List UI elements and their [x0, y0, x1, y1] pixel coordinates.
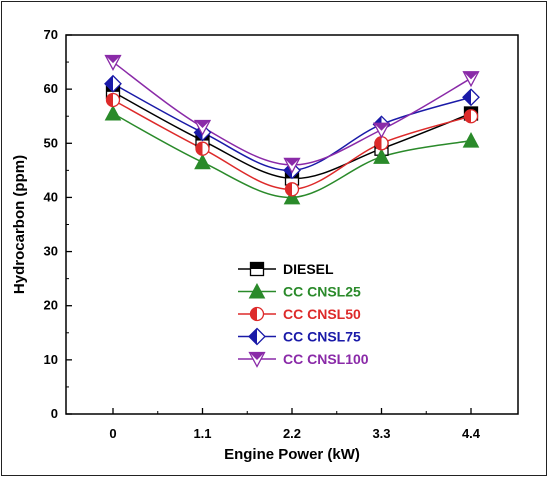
- data-point: [104, 104, 122, 121]
- legend-label: CC CNSL100: [283, 351, 369, 367]
- legend-marker: [249, 306, 265, 322]
- data-point: [193, 119, 212, 136]
- series-markers: [104, 54, 480, 205]
- x-tick-label: 2.2: [283, 426, 301, 441]
- data-point: [373, 148, 390, 164]
- data-point: [462, 71, 480, 88]
- y-tick-label: 50: [44, 135, 58, 150]
- data-point: [104, 54, 122, 71]
- data-point: [374, 136, 389, 151]
- legend-label: CC CNSL25: [283, 284, 361, 300]
- x-tick-label: 1.1: [193, 426, 211, 441]
- x-tick-label: 3.3: [372, 426, 390, 441]
- legend-marker: [248, 282, 266, 299]
- legend-label: CC CNSL75: [283, 329, 361, 345]
- y-tick-label: 40: [44, 189, 58, 204]
- x-axis-title: Engine Power (kW): [224, 446, 360, 463]
- legend-marker: [248, 351, 266, 368]
- x-tick-label: 4.4: [462, 426, 481, 441]
- y-axis-title: Hydrocarbon (ppm): [11, 155, 28, 294]
- data-point: [462, 132, 480, 148]
- y-tick-label: 60: [44, 81, 58, 96]
- data-point: [194, 153, 211, 170]
- data-point: [104, 74, 122, 93]
- data-point: [195, 141, 210, 156]
- legend-label: DIESEL: [283, 261, 334, 277]
- y-tick-label: 10: [44, 352, 58, 367]
- data-point: [283, 188, 301, 205]
- data-point: [284, 182, 300, 197]
- data-point: [372, 122, 391, 139]
- y-tick-label: 20: [44, 298, 58, 313]
- data-point: [105, 92, 121, 108]
- series-line: [112, 83, 472, 172]
- y-tick-label: 0: [51, 406, 58, 421]
- legend-label: CC CNSL50: [283, 306, 361, 322]
- legend-marker: [248, 327, 266, 346]
- legend-marker: [249, 261, 265, 277]
- y-tick-label: 70: [44, 27, 58, 42]
- y-tick-label: 30: [44, 244, 58, 259]
- data-point: [283, 157, 301, 174]
- axes: 0 10 20 30 40 50 60 70 0 1.1 2.2 3.3 4.4: [44, 27, 519, 441]
- legend: DIESEL CC CNSL25 CC CNSL50 CC CNSL75 CC CNSL…: [238, 261, 369, 368]
- x-tick-label: 0: [109, 426, 116, 441]
- data-point: [462, 88, 480, 107]
- data-point: [463, 109, 479, 124]
